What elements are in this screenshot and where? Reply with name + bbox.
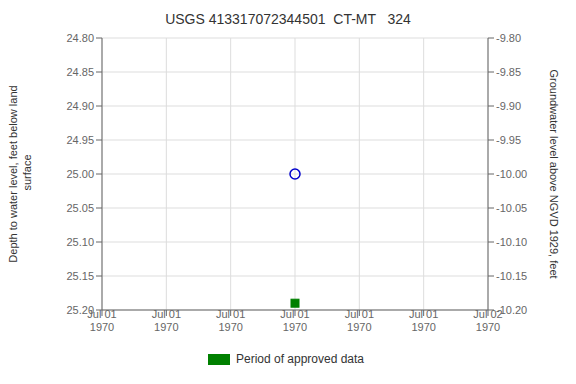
svg-text:24.90: 24.90 — [66, 100, 94, 112]
svg-text:-10.15: -10.15 — [496, 270, 527, 282]
svg-text:Jul 011970: Jul 011970 — [409, 308, 438, 333]
html-text:Period of approved data: Period of approved data — [236, 352, 364, 366]
html-text:Jul 01: Jul 01 — [87, 308, 117, 320]
html-text:USGS 413317072344501 CT-MT 324: USGS 413317072344501 CT-MT 324 — [165, 11, 411, 27]
svg-text:24.80: 24.80 — [66, 32, 94, 44]
svg-text:25.10: 25.10 — [66, 236, 94, 248]
svg-text:-9.80: -9.80 — [496, 32, 521, 44]
svg-text:-10.00: -10.00 — [496, 168, 527, 180]
svg-text:25.15: 25.15 — [66, 270, 94, 282]
svg-text:25.05: 25.05 — [66, 202, 94, 214]
html-text:Jul 02: Jul 02 — [473, 308, 503, 320]
svg-text:-10.05: -10.05 — [496, 202, 527, 214]
svg-text:Depth to water level, feet bel: Depth to water level, feet below land su… — [8, 85, 33, 262]
svg-text:Jul 011970: Jul 011970 — [345, 308, 374, 333]
svg-text:Jul 011970: Jul 011970 — [280, 308, 309, 333]
svg-text:-9.95: -9.95 — [496, 134, 521, 146]
svg-text:Jul 011970: Jul 011970 — [216, 308, 245, 333]
svg-text:Jul 011970: Jul 011970 — [152, 308, 181, 333]
html-text:1970: 1970 — [89, 321, 115, 333]
svg-text:24.85: 24.85 — [66, 66, 94, 78]
html-text:1970: 1970 — [475, 321, 501, 333]
svg-text:-10.10: -10.10 — [496, 236, 527, 248]
svg-text:25.20: 25.20 — [66, 304, 94, 316]
svg-text:-10.20: -10.20 — [496, 304, 527, 316]
svg-text:25.00: 25.00 — [66, 168, 94, 180]
svg-text:Groundwater level above NGVD 1: Groundwater level above NGVD 1929, feet — [548, 69, 560, 278]
svg-text:-9.85: -9.85 — [496, 66, 521, 78]
svg-text:-9.90: -9.90 — [496, 100, 521, 112]
svg-text:24.95: 24.95 — [66, 134, 94, 146]
